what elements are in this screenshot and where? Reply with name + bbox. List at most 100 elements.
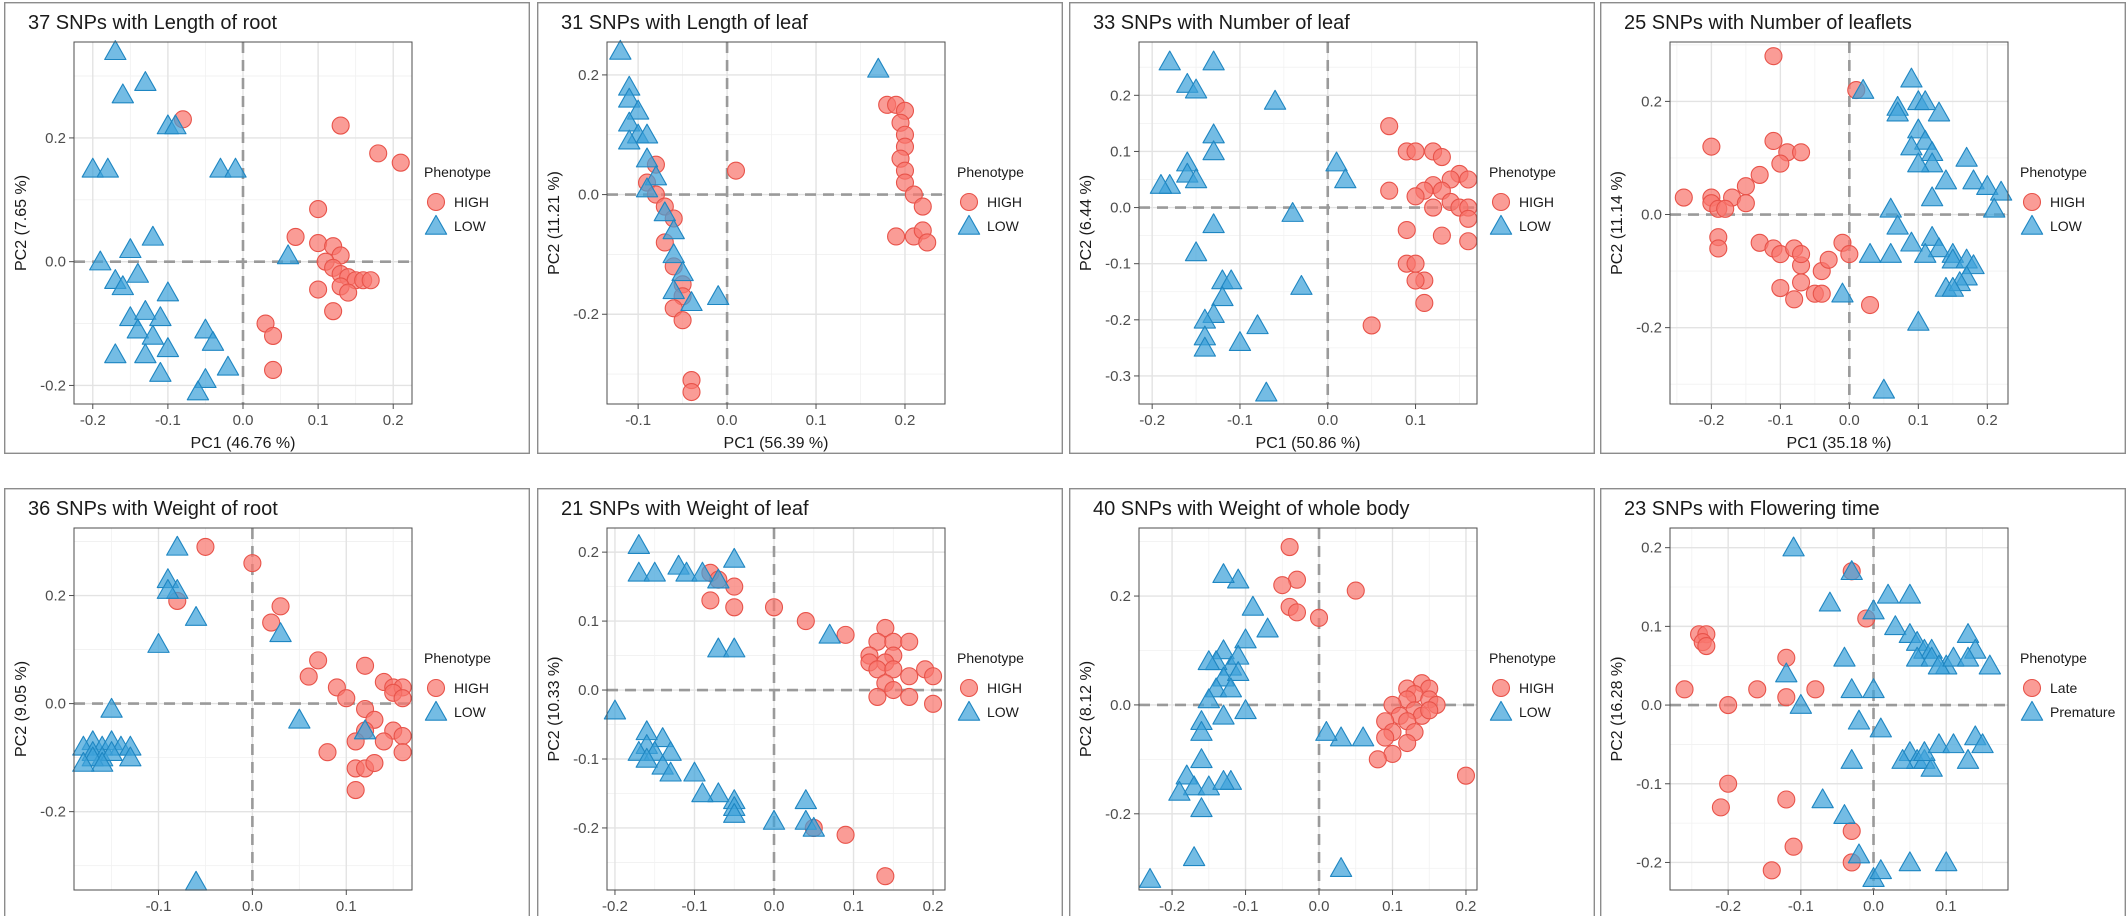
x-tick-label: -0.2 [1715, 898, 1741, 915]
chart-title: 36 SNPs with Weight of root [28, 498, 278, 520]
data-point-high [1819, 250, 1838, 269]
data-point-high [1764, 131, 1783, 151]
data-point-high [1792, 273, 1811, 292]
data-point-premature [1971, 733, 1994, 754]
data-point-low [156, 578, 180, 599]
data-point-low [1900, 67, 1923, 88]
x-tick-label: 0.0 [764, 898, 785, 915]
x-tick-label: -0.1 [1788, 898, 1814, 915]
data-point-low [618, 87, 641, 108]
data-point-low [164, 114, 187, 135]
data-point-low [1962, 169, 1985, 190]
chart-title: 31 SNPs with Length of leaf [561, 12, 808, 34]
chart-title: 40 SNPs with Weight of whole body [1093, 498, 1409, 520]
legend-key-late [2022, 678, 2042, 698]
data-point-high [1709, 239, 1728, 258]
plot-border [1669, 527, 2009, 891]
data-point-low [90, 751, 114, 772]
data-point-high [1362, 316, 1381, 335]
y-tick-label: 0.1 [1110, 143, 1131, 160]
y-axis-title: PC2 (11.21 %) [546, 171, 563, 275]
legend-key-high [1491, 192, 1511, 212]
data-point-low [1976, 175, 1999, 195]
data-point-high [887, 227, 906, 246]
legend-label: HIGH [987, 680, 1022, 696]
y-axis-title: PC2 (7.65 %) [13, 175, 30, 271]
data-point-low [156, 281, 180, 302]
data-point-high [924, 667, 943, 686]
x-tick-label: 0.0 [233, 412, 254, 429]
y-axis-title: PC2 (9.05 %) [13, 661, 30, 757]
legend-key-low [424, 700, 448, 721]
data-point-low [216, 355, 240, 376]
data-point-late [1777, 790, 1796, 809]
data-point-high [836, 625, 855, 644]
data-point-low [1858, 242, 1882, 263]
y-tick-label: 0.2 [1110, 588, 1131, 605]
data-point-low [269, 622, 292, 643]
data-point-low [1256, 617, 1279, 638]
data-point-premature [1847, 843, 1871, 864]
legend-key-low [424, 214, 448, 235]
legend-key-high [426, 678, 446, 698]
data-point-low [675, 561, 698, 582]
data-point-low [1941, 276, 1965, 297]
data-point-low [1211, 286, 1234, 307]
legend-key-high [959, 192, 979, 212]
data-point-late [1697, 636, 1716, 656]
data-point-low [209, 157, 232, 178]
data-point-low [141, 225, 165, 246]
data-point-high [1764, 47, 1783, 66]
data-point-low [72, 751, 95, 772]
y-tick-label: 0.0 [45, 254, 66, 271]
data-point-high [1287, 603, 1307, 622]
data-point-premature [1818, 591, 1842, 612]
data-point-low [1219, 677, 1243, 698]
data-point-low [126, 262, 150, 283]
chart-panel: -0.2 -0.1 0.0 0.1 0.2 -0.2 -0.1 0.0 0.1 0.2 21 SNP… [536, 487, 1063, 916]
x-tick-label: -0.1 [625, 412, 651, 429]
x-tick-label: 0.1 [336, 898, 357, 915]
data-point-premature [1942, 733, 1965, 754]
data-point-high [924, 694, 943, 713]
data-point-low [635, 747, 658, 768]
data-point-high [1406, 142, 1425, 161]
legend-label: LOW [1519, 704, 1552, 720]
data-point-low [1315, 720, 1338, 741]
data-point-high [1420, 701, 1439, 720]
data-point-high [1456, 766, 1476, 785]
chart-title: 37 SNPs with Length of root [28, 12, 277, 34]
y-tick-label: -0.2 [40, 804, 66, 821]
x-tick-label: 0.1 [806, 412, 827, 429]
data-point-low [1886, 214, 1909, 235]
data-point-low [1329, 857, 1353, 877]
y-tick-label: 0.0 [45, 696, 66, 713]
plot-border [1138, 41, 1478, 405]
data-point-premature [1927, 733, 1951, 754]
data-point-low [1234, 628, 1257, 649]
data-point-low [653, 201, 677, 222]
x-tick-label: 0.2 [1456, 898, 1477, 915]
legend-title: Phenotype [957, 164, 1024, 180]
data-point-low [1138, 867, 1162, 888]
data-point-premature [1833, 804, 1856, 824]
data-point-premature [1876, 583, 1900, 604]
data-point-high [1459, 209, 1478, 228]
data-point-high [324, 302, 343, 321]
data-point-high [900, 687, 919, 706]
x-tick-label: 0.0 [1863, 898, 1884, 915]
data-point-low [1955, 146, 1978, 167]
data-point-low [659, 761, 682, 782]
data-point-low [644, 165, 668, 186]
data-point-premature [1840, 560, 1863, 581]
data-point-high [1415, 293, 1434, 313]
x-tick-label: -0.2 [1698, 412, 1724, 429]
data-point-high [876, 867, 895, 886]
data-point-low [1228, 331, 1252, 352]
data-point-low [1329, 726, 1353, 747]
data-point-low [194, 368, 217, 389]
legend-label: LOW [2050, 218, 2083, 234]
data-point-high [1840, 245, 1859, 264]
x-tick-label: -0.1 [146, 898, 172, 915]
x-axis-title: PC1 (46.76 %) [191, 435, 296, 452]
